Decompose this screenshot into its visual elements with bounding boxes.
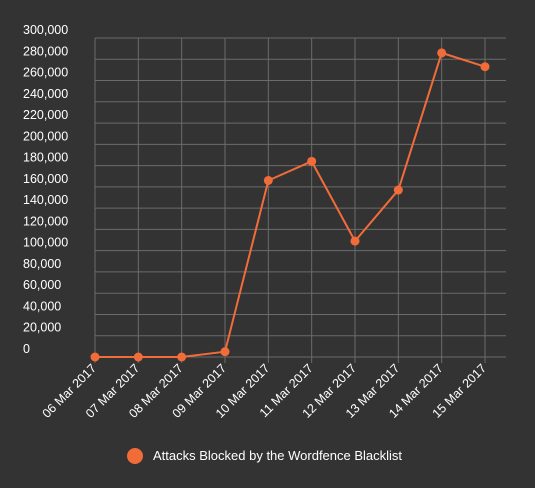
y-tick-label: 120,000 [23, 214, 68, 228]
y-tick-label: 100,000 [23, 236, 68, 250]
data-point[interactable] [437, 48, 447, 58]
y-tick-label: 240,000 [23, 87, 68, 101]
y-tick-label: 300,000 [23, 23, 68, 37]
y-tick-label: 260,000 [23, 66, 68, 80]
series-line [95, 51, 486, 358]
y-tick-label: 280,000 [23, 44, 68, 58]
y-tick-label: 0 [23, 342, 30, 356]
y-tick-label: 60,000 [23, 278, 61, 292]
data-point[interactable] [480, 62, 490, 72]
series-layer [90, 48, 490, 362]
y-tick-label: 220,000 [23, 108, 68, 122]
y-axis-ticks: 0 20,000 40,000 60,000 80,000 100,000 120,000 1… [23, 23, 68, 356]
grid [94, 37, 506, 363]
y-tick-label: 140,000 [23, 193, 68, 207]
legend-label: Attacks Blocked by the Wordfence Blackli… [153, 448, 402, 463]
data-point[interactable] [177, 352, 187, 362]
y-tick-label: 200,000 [23, 129, 68, 143]
data-point[interactable] [307, 156, 317, 166]
y-tick-label: 160,000 [23, 172, 68, 186]
y-tick-label: 80,000 [23, 257, 61, 271]
data-point[interactable] [220, 347, 230, 357]
data-point[interactable] [133, 352, 143, 362]
data-point[interactable] [393, 185, 403, 195]
data-point[interactable] [263, 175, 273, 185]
y-tick-label: 40,000 [23, 299, 61, 313]
y-tick-label: 20,000 [23, 321, 61, 335]
legend: Attacks Blocked by the Wordfence Blackli… [127, 448, 402, 464]
legend-marker [127, 448, 143, 464]
data-point[interactable] [350, 236, 360, 246]
data-point[interactable] [90, 352, 100, 362]
y-tick-label: 180,000 [23, 151, 68, 165]
